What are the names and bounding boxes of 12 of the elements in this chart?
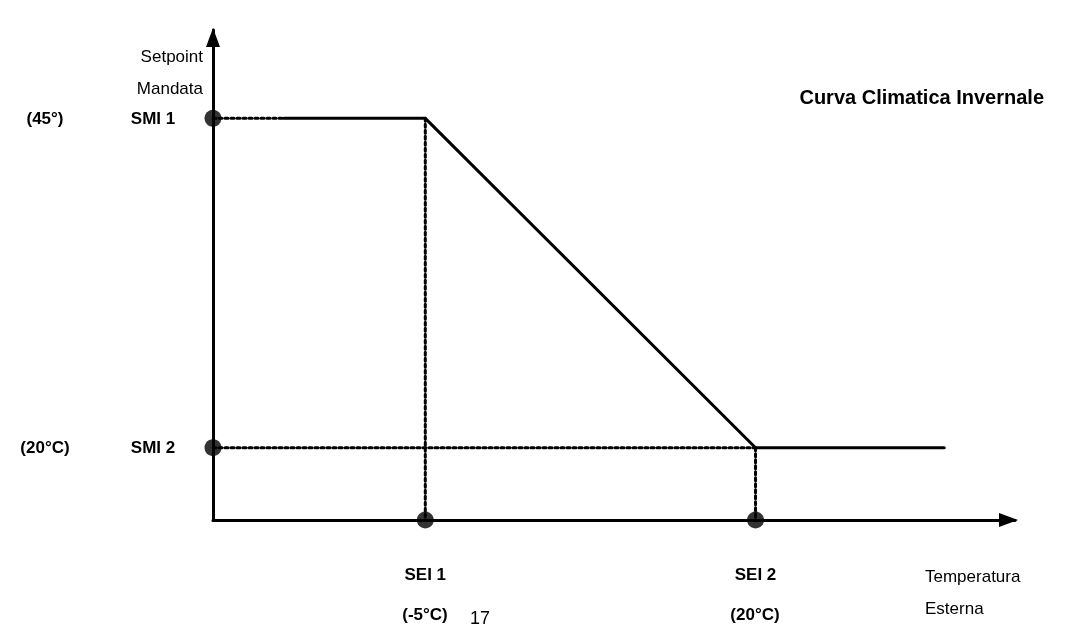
x-tick-label: SEI 1 [404,565,447,584]
text: SMI 2 [130,437,176,457]
text: (20°C) [730,604,780,624]
text: (45°) [26,108,64,128]
y-axis-title: Setpoint Mandata [136,46,204,98]
text: SMI 1 [130,108,176,128]
text: (-5°C) [402,604,448,624]
chart-title: Curva Climatica Invernale [799,86,1045,108]
text: (20°C) [20,437,70,457]
x-tick-label: SEI 2 [734,565,777,584]
x-axis-title: Temperatura Esterna [925,566,1021,618]
text: 17 [469,608,491,628]
